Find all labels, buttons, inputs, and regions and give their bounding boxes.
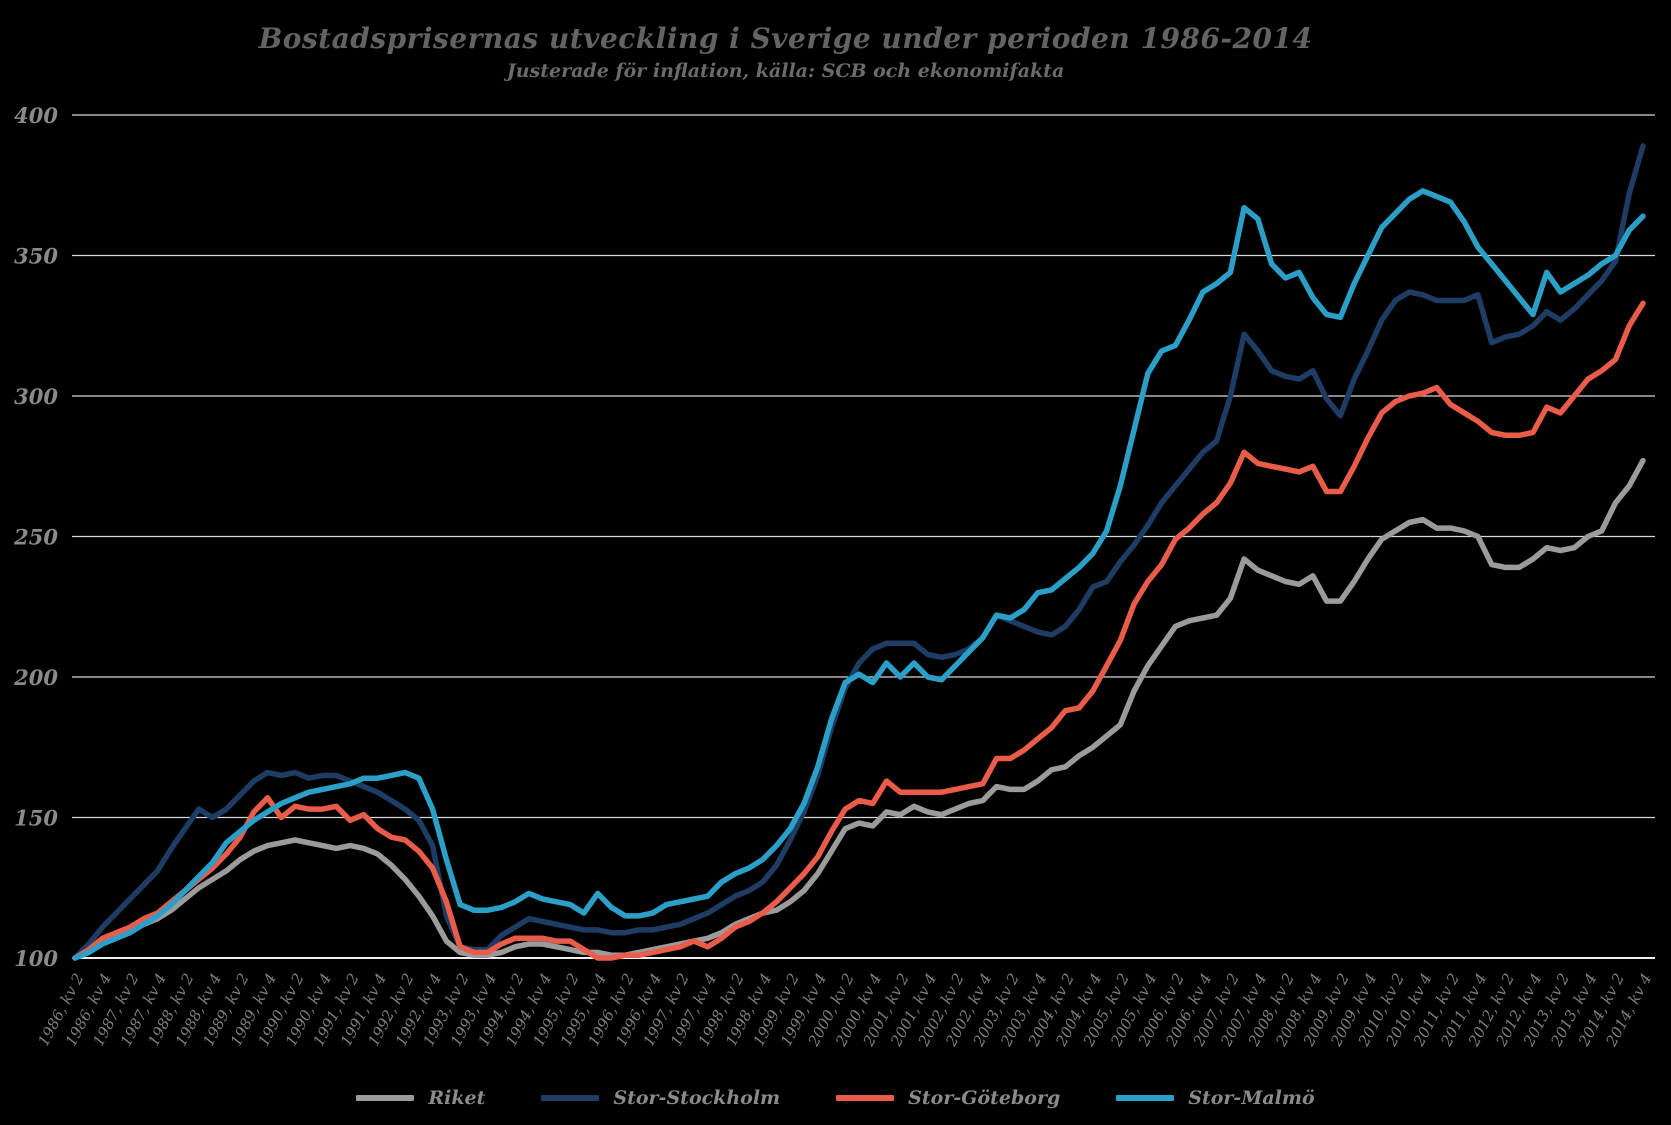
stor-goteborg-line-swatch — [836, 1095, 895, 1101]
stor-stockholm-line-swatch — [541, 1095, 600, 1101]
stor-malmo-line-swatch — [1116, 1095, 1175, 1101]
legend-label: Stor-Göteborg — [908, 1087, 1061, 1109]
legend-label: Riket — [428, 1087, 486, 1109]
series-line-riket — [72, 457, 1646, 961]
legend-label: Stor-Stockholm — [613, 1087, 781, 1109]
legend-item-stor-goteborg: Stor-Göteborg — [836, 1087, 1060, 1109]
y-tick-label: 400 — [14, 103, 58, 128]
y-tick-label: 200 — [13, 665, 58, 690]
series-line-stor-stockholm — [72, 143, 1646, 961]
legend-item-stor-malmo: Stor-Malmö — [1116, 1087, 1315, 1109]
legend-label: Stor-Malmö — [1188, 1087, 1315, 1109]
legend-item-stor-stockholm: Stor-Stockholm — [541, 1087, 780, 1109]
chart-legend: Riket Stor-Stockholm Stor-Göteborg Stor-… — [0, 1087, 1671, 1109]
y-tick-label: 100 — [14, 946, 58, 971]
legend-item-riket: Riket — [356, 1087, 485, 1109]
chart-title: Bostadsprisernas utveckling i Sverige un… — [258, 22, 1313, 55]
series-line-stor-g-teborg — [72, 300, 1646, 961]
series-line-stor-malm- — [72, 188, 1646, 961]
y-tick-label: 300 — [14, 384, 58, 409]
chart-subtitle: Justerade för inflation, källa: SCB och … — [506, 60, 1065, 82]
y-tick-label: 150 — [14, 806, 58, 831]
riket-line-swatch — [356, 1095, 415, 1101]
y-tick-label: 350 — [14, 244, 58, 269]
y-tick-label: 250 — [13, 525, 58, 550]
